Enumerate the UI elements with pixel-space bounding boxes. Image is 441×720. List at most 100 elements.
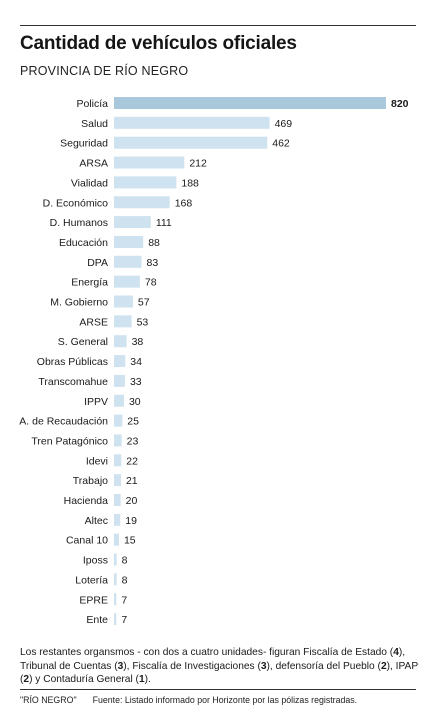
category-label-transcomahue: Transcomahue [38,376,108,388]
value-label-canal-10: 15 [124,535,136,547]
footer-brand: "RÍO NEGRO" [20,695,77,705]
bar-energia [114,275,140,288]
bar-d-humanos [114,216,151,229]
chart-subtitle: PROVINCIA DE RÍO NEGRO [20,64,189,78]
note-count-1: 4 [393,647,399,658]
bar-educacion [114,235,144,248]
value-label-energia: 78 [145,277,157,289]
note-text-3: ), Fiscalía de Investigaciones ( [123,660,261,672]
note-count-2: 3 [117,660,124,672]
category-label-canal-10: Canal 10 [66,535,108,547]
value-label-d-economico: 168 [175,197,193,209]
note-count-6: 1 [138,674,145,685]
value-label-d-humanos: 111 [156,217,172,229]
value-label-seguridad: 462 [272,138,290,150]
footer: "RÍO NEGRO" Fuente: Listado informado por… [20,695,357,705]
category-label-idevi: Idevi [86,455,108,467]
note-text-7: ). [144,674,151,685]
category-label-iposs: Iposs [83,555,108,567]
bar-seguridad [114,136,268,149]
category-label-obras-publicas: Obras Públicas [37,356,108,368]
value-label-policia: 820 [391,98,409,110]
bar-a-de-recaudacion [114,414,123,427]
value-label-iposs: 8 [122,555,128,567]
bar-arse [114,315,132,328]
bar-iposs [114,553,117,566]
category-label-arse: ARSE [79,316,108,328]
category-label-tren-patagonico: Tren Patagónico [31,435,108,447]
bar-dpa [114,255,142,268]
category-label-dpa: DPA [87,257,108,269]
value-label-educacion: 88 [148,237,160,249]
value-label-loteria: 8 [122,574,128,586]
category-label-ippv: IPPV [84,396,108,408]
value-label-s-general: 38 [132,336,144,348]
note-text-5: ), IPAP ( [20,660,418,686]
value-label-transcomahue: 33 [130,376,142,388]
value-label-a-de-recaudacion: 25 [127,416,139,428]
value-label-vialidad: 188 [181,177,199,189]
note-text-6: ) y Contaduría General ( [29,674,139,685]
note-text-1: Los restantes organsmos - con dos a cuat… [20,647,394,658]
note-count-4: 2 [380,660,387,672]
value-label-arsa: 212 [189,158,207,170]
value-label-dpa: 83 [147,257,159,269]
value-label-obras-publicas: 34 [130,356,142,368]
bottom-rule [20,689,416,690]
footnote: Los restantes organsmos - con dos a cuat… [20,646,420,687]
bar-ippv [114,394,124,407]
value-label-epre: 7 [121,594,127,606]
category-label-energia: Energía [71,277,108,289]
chart-title: Cantidad de vehículos oficiales [20,33,297,54]
category-label-d-economico: D. Económico [43,197,109,209]
category-label-epre: EPRE [79,594,108,606]
category-label-policia: Policía [76,98,108,110]
bar-hacienda [114,494,121,506]
value-label-altec: 19 [125,515,137,527]
bar-trabajo [114,474,121,487]
note-count-5: 2 [23,674,30,685]
bar-policia [114,97,386,109]
bar-canal-10 [114,533,119,546]
value-label-arse: 53 [137,316,149,328]
value-label-tren-patagonico: 23 [127,435,139,447]
category-label-arsa: ARSA [79,158,108,170]
value-label-trabajo: 21 [126,475,138,487]
bar-obras-publicas [114,355,126,368]
bar-transcomahue [114,374,125,387]
value-label-hacienda: 20 [126,495,138,507]
bar-altec [114,513,121,526]
value-label-ente: 7 [121,614,127,626]
note-text-2: ), Tribunal de Cuentas ( [20,647,406,672]
value-label-ippv: 30 [129,396,141,408]
bar-arsa [114,156,185,169]
category-label-seguridad: Seguridad [60,138,108,150]
category-label-altec: Altec [85,515,108,527]
category-label-educacion: Educación [59,237,108,249]
top-rule [20,25,416,26]
bar-tren-patagonico [114,434,122,447]
bar-m-gobierno [114,295,133,308]
category-label-loteria: Lotería [75,574,108,586]
bar-vialidad [114,176,177,189]
bar-loteria [114,573,117,586]
category-label-a-de-recaudacion: A. de Recaudación [19,416,108,428]
value-label-m-gobierno: 57 [138,297,150,309]
category-label-ente: Ente [86,614,108,626]
category-label-trabajo: Trabajo [73,475,108,487]
bar-s-general [114,335,127,348]
category-label-s-general: S. General [58,336,108,348]
value-label-salud: 469 [275,118,293,130]
footer-source: Fuente: Listado informado por Horizonte … [92,695,358,705]
category-label-m-gobierno: M. Gobierno [50,297,108,309]
bar-epre [114,593,117,606]
bar-idevi [114,454,122,467]
category-label-vialidad: Vialidad [71,177,108,189]
note-text-4: ), defensoría del Pueblo ( [266,660,381,672]
category-label-d-humanos: D. Humanos [50,217,108,229]
category-label-hacienda: Hacienda [64,495,109,507]
value-label-idevi: 22 [126,455,138,467]
category-label-salud: Salud [81,118,108,130]
note-count-3: 3 [260,660,267,672]
